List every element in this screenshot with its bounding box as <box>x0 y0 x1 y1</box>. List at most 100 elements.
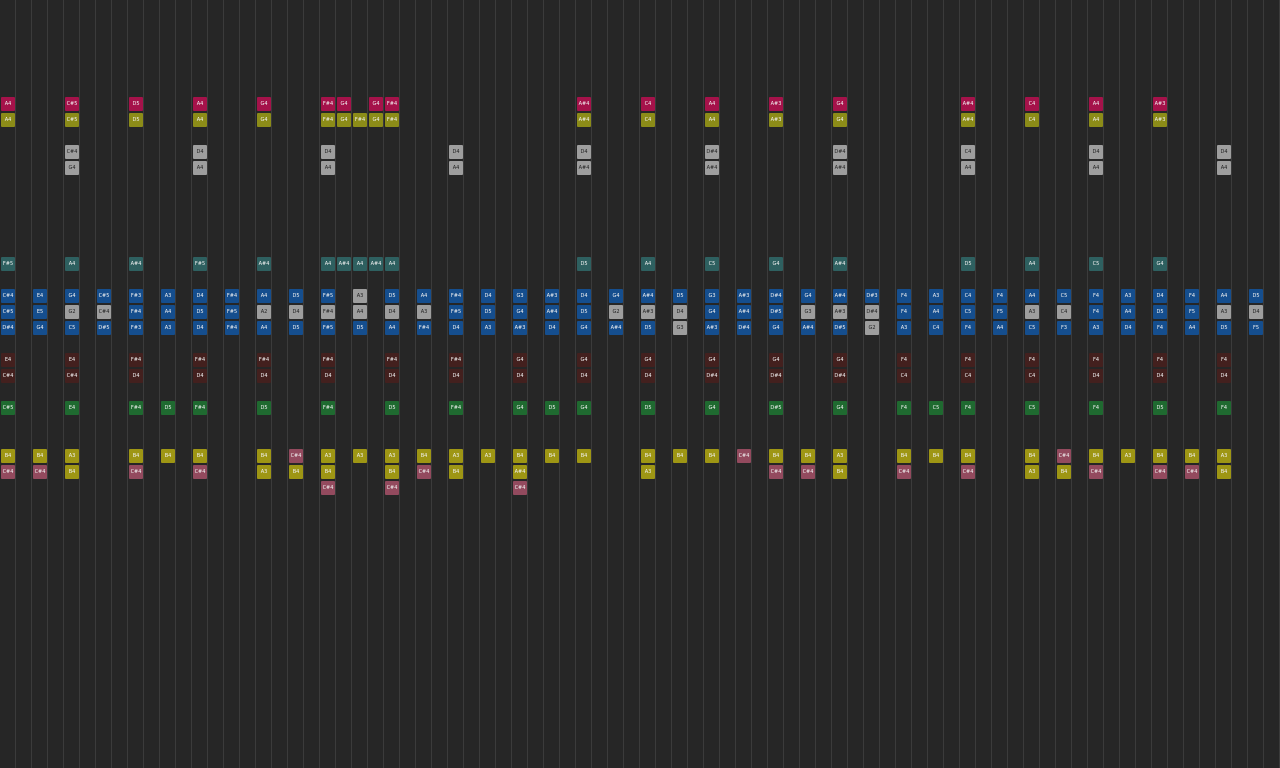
note-block[interactable]: G4 <box>513 353 527 367</box>
note-block[interactable]: B4 <box>65 465 79 479</box>
note-block[interactable]: D5 <box>129 113 143 127</box>
note-block[interactable]: A#3 <box>769 113 783 127</box>
note-block[interactable]: C#4 <box>321 481 335 495</box>
note-block[interactable]: D4 <box>289 305 303 319</box>
note-block[interactable]: D#4 <box>833 145 847 159</box>
note-block[interactable]: D#5 <box>97 321 111 335</box>
note-block[interactable]: F4 <box>1217 353 1231 367</box>
note-block[interactable]: F4 <box>1089 353 1103 367</box>
note-block[interactable]: D4 <box>1249 305 1263 319</box>
note-block[interactable]: F4 <box>1153 353 1167 367</box>
note-block[interactable]: A#3 <box>641 305 655 319</box>
note-block[interactable]: F4 <box>1089 401 1103 415</box>
note-block[interactable]: A4 <box>193 161 207 175</box>
note-block[interactable]: D#5 <box>833 321 847 335</box>
note-block[interactable]: A3 <box>1089 321 1103 335</box>
note-block[interactable]: F4 <box>961 321 975 335</box>
note-block[interactable]: G4 <box>769 353 783 367</box>
note-block[interactable]: A4 <box>321 257 335 271</box>
note-block[interactable]: A4 <box>1089 161 1103 175</box>
note-block[interactable]: A#4 <box>577 113 591 127</box>
note-block[interactable]: F4 <box>1025 353 1039 367</box>
note-block[interactable]: C#4 <box>385 481 399 495</box>
note-block[interactable]: D#3 <box>865 289 879 303</box>
note-block[interactable]: B4 <box>961 449 975 463</box>
note-block[interactable]: D4 <box>1121 321 1135 335</box>
note-block[interactable]: G4 <box>769 257 783 271</box>
note-block[interactable]: D#4 <box>769 369 783 383</box>
note-block[interactable]: A4 <box>385 257 399 271</box>
note-block[interactable]: A#4 <box>961 113 975 127</box>
note-block[interactable]: G4 <box>641 353 655 367</box>
note-block[interactable]: D#4 <box>705 369 719 383</box>
note-block[interactable]: C#4 <box>1057 449 1071 463</box>
note-block[interactable]: D4 <box>1089 369 1103 383</box>
note-block[interactable]: A3 <box>1217 449 1231 463</box>
note-block[interactable]: A4 <box>705 113 719 127</box>
note-block[interactable]: B4 <box>1089 449 1103 463</box>
note-block[interactable]: B4 <box>193 449 207 463</box>
note-block[interactable]: A3 <box>353 289 367 303</box>
note-block[interactable]: D4 <box>193 145 207 159</box>
note-block[interactable]: A#4 <box>577 161 591 175</box>
note-block[interactable]: F#5 <box>321 289 335 303</box>
note-block[interactable]: D5 <box>257 401 271 415</box>
note-block[interactable]: B4 <box>1185 449 1199 463</box>
note-block[interactable]: G4 <box>257 113 271 127</box>
note-block[interactable]: F4 <box>961 401 975 415</box>
note-block[interactable]: D4 <box>193 321 207 335</box>
note-block[interactable]: A#4 <box>737 305 751 319</box>
note-block[interactable]: C#5 <box>65 113 79 127</box>
note-block[interactable]: C4 <box>961 145 975 159</box>
note-block[interactable]: C4 <box>1025 97 1039 111</box>
note-block[interactable]: A#3 <box>1153 113 1167 127</box>
note-block[interactable]: B4 <box>673 449 687 463</box>
note-block[interactable]: F4 <box>897 289 911 303</box>
note-block[interactable]: C#4 <box>33 465 47 479</box>
note-block[interactable]: G4 <box>705 401 719 415</box>
note-block[interactable]: G4 <box>577 353 591 367</box>
note-block[interactable]: C5 <box>961 305 975 319</box>
note-block[interactable]: D5 <box>353 321 367 335</box>
note-block[interactable]: D4 <box>449 369 463 383</box>
note-block[interactable]: B4 <box>289 465 303 479</box>
note-block[interactable]: E4 <box>65 353 79 367</box>
note-block[interactable]: F#4 <box>385 97 399 111</box>
note-block[interactable]: B4 <box>1217 465 1231 479</box>
note-block[interactable]: A#3 <box>705 321 719 335</box>
note-block[interactable]: C#4 <box>1185 465 1199 479</box>
note-block[interactable]: G3 <box>673 321 687 335</box>
note-block[interactable]: F#4 <box>257 353 271 367</box>
note-block[interactable]: A4 <box>1185 321 1199 335</box>
note-block[interactable]: F4 <box>1185 289 1199 303</box>
note-block[interactable]: C5 <box>929 401 943 415</box>
note-block[interactable]: D5 <box>641 321 655 335</box>
note-block[interactable]: A#4 <box>801 321 815 335</box>
note-block[interactable]: A#3 <box>737 289 751 303</box>
note-block[interactable]: A3 <box>641 465 655 479</box>
note-block[interactable]: A3 <box>897 321 911 335</box>
note-block[interactable]: A3 <box>161 289 175 303</box>
note-block[interactable]: D4 <box>321 145 335 159</box>
note-block[interactable]: D5 <box>193 305 207 319</box>
note-block[interactable]: D4 <box>577 289 591 303</box>
note-block[interactable]: C#4 <box>769 465 783 479</box>
note-block[interactable]: B4 <box>705 449 719 463</box>
note-block[interactable]: C4 <box>641 97 655 111</box>
note-block[interactable]: A3 <box>1025 305 1039 319</box>
note-block[interactable]: A4 <box>1089 113 1103 127</box>
note-block[interactable]: G4 <box>1153 257 1167 271</box>
note-block[interactable]: D5 <box>289 289 303 303</box>
note-block[interactable]: G4 <box>577 401 591 415</box>
note-block[interactable]: A#3 <box>513 321 527 335</box>
note-block[interactable]: C4 <box>1057 305 1071 319</box>
note-block[interactable]: A#4 <box>545 305 559 319</box>
note-block[interactable]: B4 <box>641 449 655 463</box>
note-block[interactable]: A3 <box>65 449 79 463</box>
note-block[interactable]: C#4 <box>1 465 15 479</box>
note-block[interactable]: A#4 <box>705 161 719 175</box>
note-block[interactable]: D4 <box>1217 145 1231 159</box>
note-block[interactable]: C4 <box>641 113 655 127</box>
note-block[interactable]: C#4 <box>961 465 975 479</box>
note-block[interactable]: B4 <box>1 449 15 463</box>
